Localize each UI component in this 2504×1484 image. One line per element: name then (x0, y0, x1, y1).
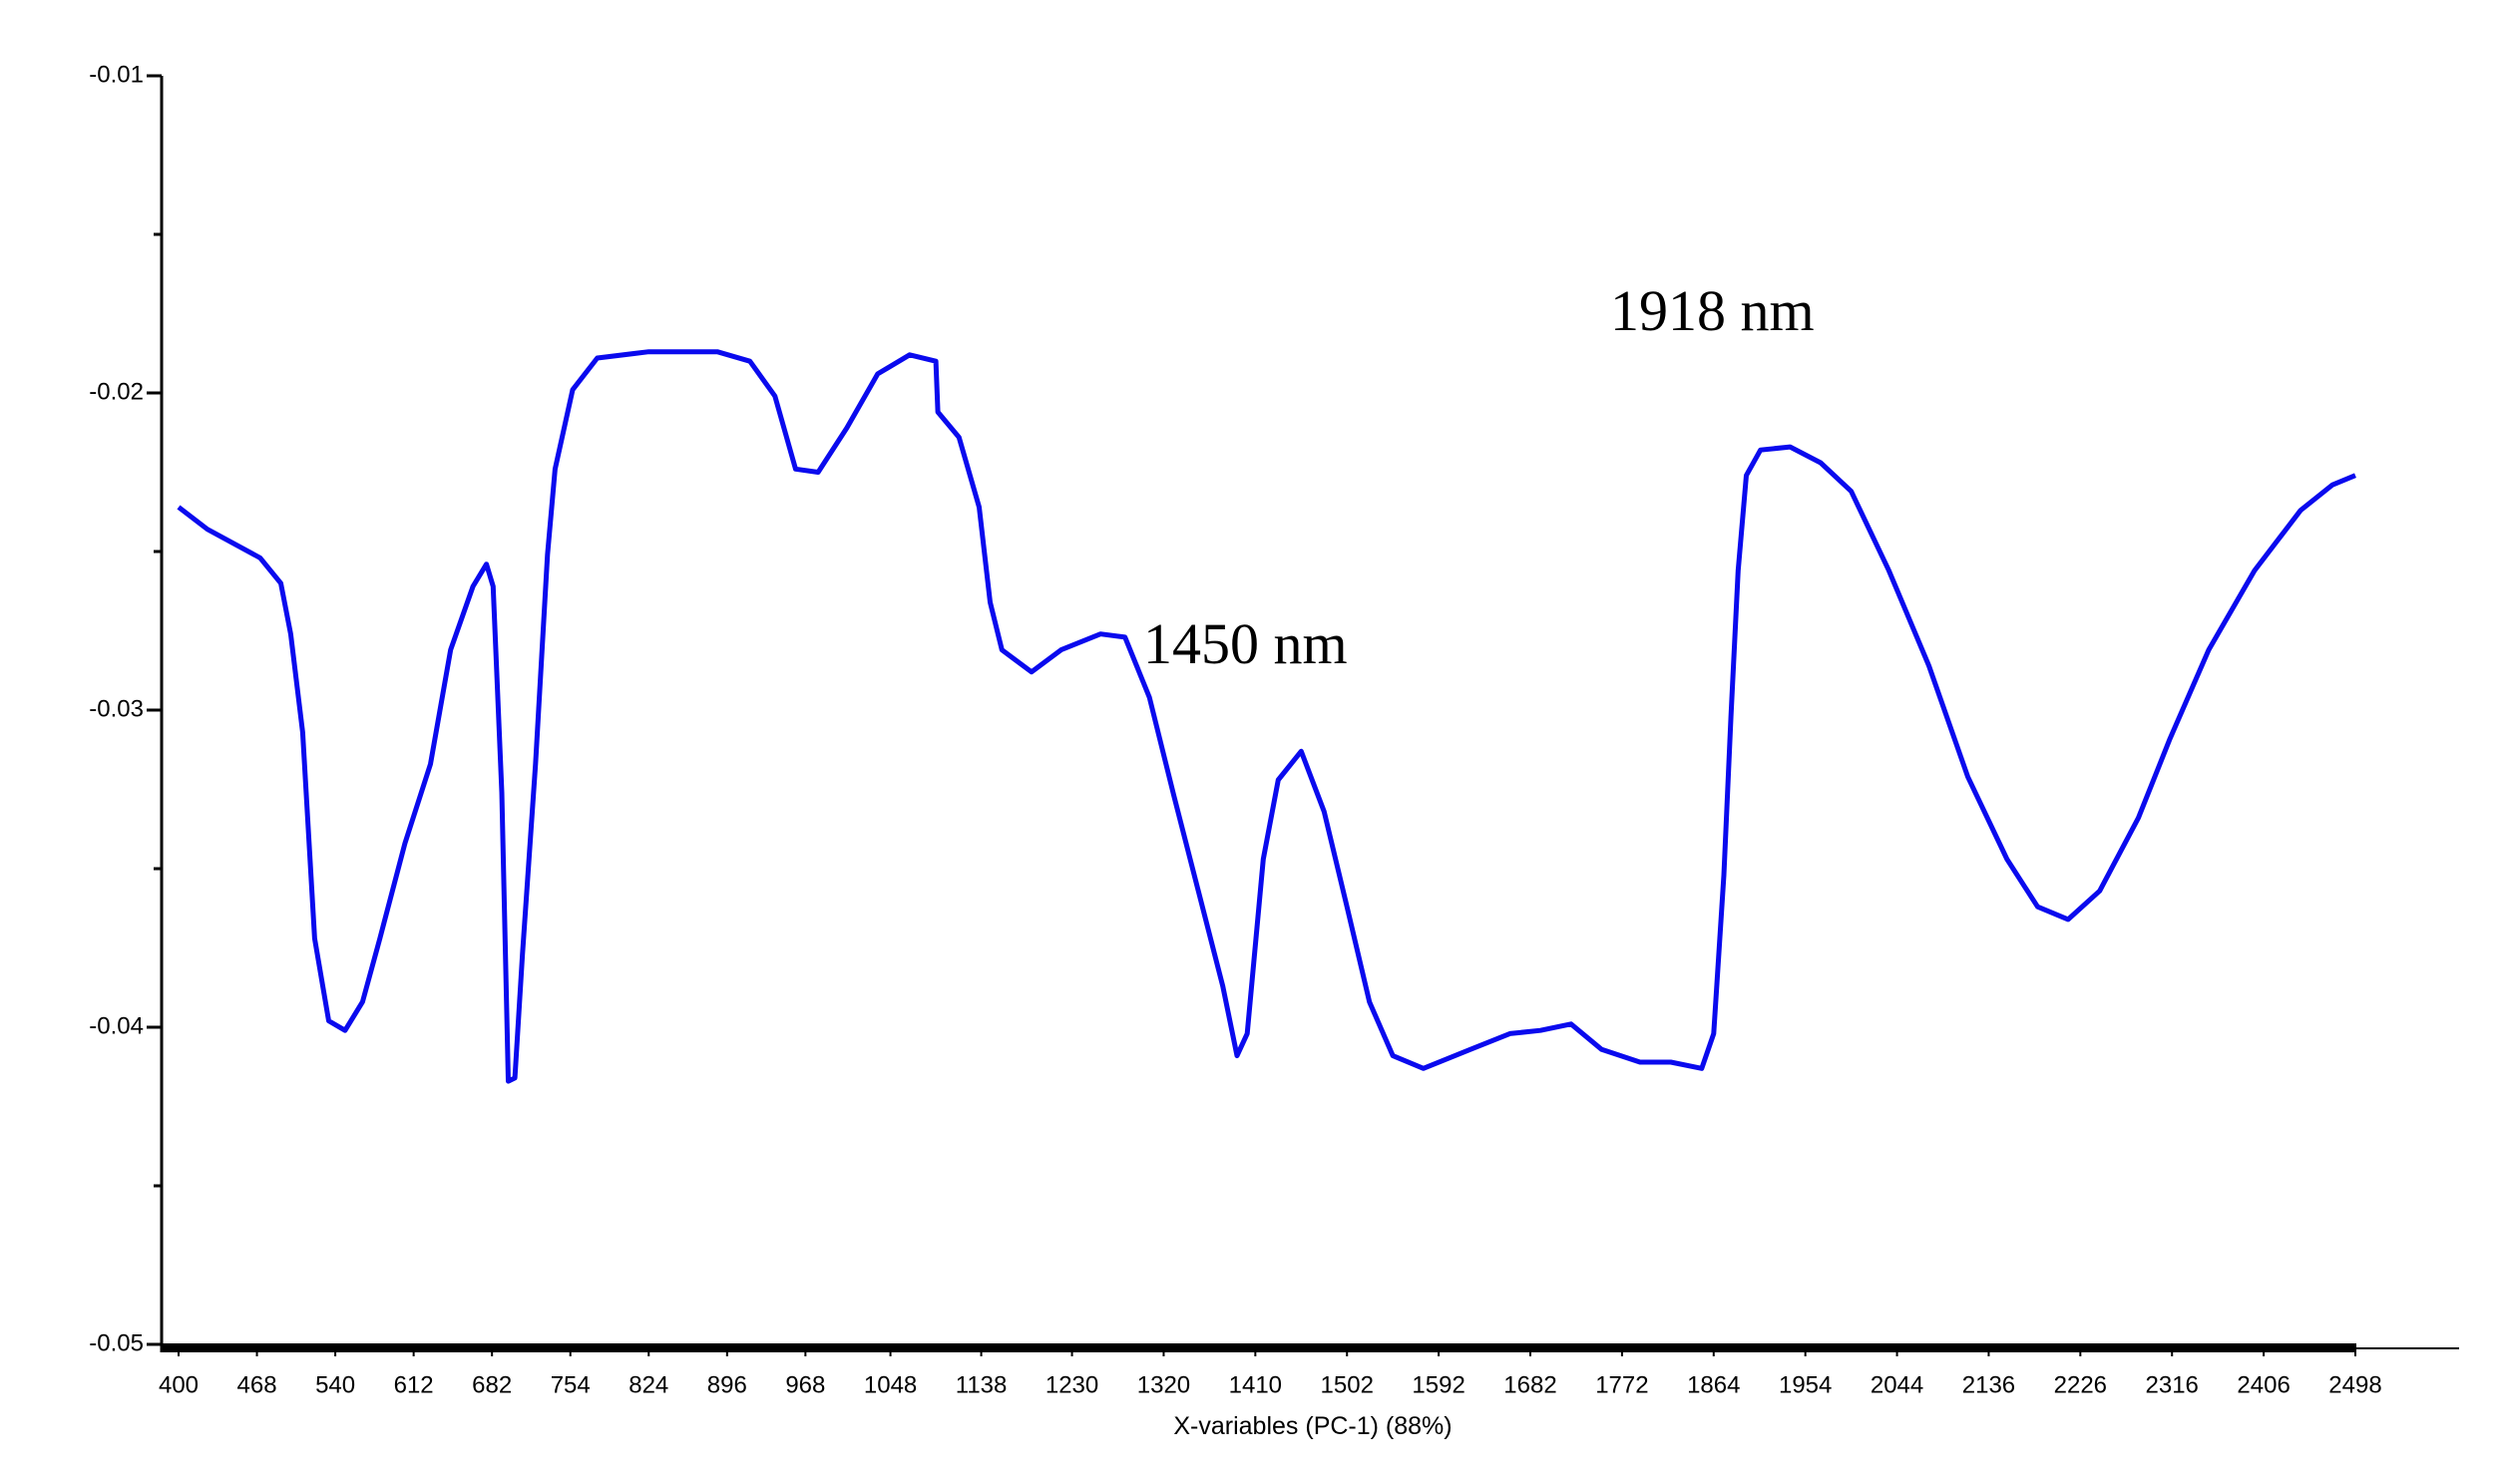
data-line (177, 349, 2356, 1084)
x-tick-label: 1230 (1045, 1371, 1098, 1398)
x-tick-label: 1138 (956, 1371, 1008, 1398)
y-tick-label: -0.04 (89, 1012, 144, 1039)
x-tick-label: 968 (785, 1371, 825, 1398)
x-tick-label: 612 (394, 1371, 434, 1398)
x-axis-title: X-variables (PC-1) (88%) (1173, 1412, 1452, 1440)
annotation: 1450 nm (1143, 611, 1348, 676)
x-tick-label: 1320 (1137, 1371, 1190, 1398)
x-tick-label: 468 (237, 1371, 277, 1398)
x-tick-label: 1410 (1229, 1371, 1282, 1398)
y-tick-label: -0.05 (89, 1329, 144, 1356)
x-tick-label: 824 (628, 1371, 668, 1398)
x-tick-label: 2498 (2328, 1371, 2381, 1398)
annotation: 1918 nm (1610, 278, 1815, 343)
x-tick-label: 2136 (1962, 1371, 2015, 1398)
x-tick-label: 2044 (1871, 1371, 1923, 1398)
x-tick-label: 1772 (1595, 1371, 1648, 1398)
x-tick-label: 540 (315, 1371, 355, 1398)
x-axis-band (162, 1343, 2355, 1352)
x-tick-label: 1592 (1412, 1371, 1464, 1398)
x-tick-label: 682 (472, 1371, 512, 1398)
x-tick-label: 754 (551, 1371, 591, 1398)
x-tick-label: 2316 (2146, 1371, 2199, 1398)
x-tick-label: 400 (159, 1371, 199, 1398)
y-tick-label: -0.03 (89, 695, 144, 722)
x-tick-label: 2226 (2054, 1371, 2107, 1398)
x-tick-label: 896 (707, 1371, 747, 1398)
y-tick-label: -0.02 (89, 378, 144, 405)
x-tick-label: 2406 (2237, 1371, 2290, 1398)
x-tick-label: 1502 (1321, 1371, 1374, 1398)
x-tick-label: 1682 (1503, 1371, 1556, 1398)
x-tick-label: 1954 (1779, 1371, 1832, 1398)
x-tick-label: 1864 (1687, 1371, 1740, 1398)
x-tick-label: 1048 (864, 1371, 917, 1398)
y-tick-label: -0.01 (89, 61, 144, 88)
